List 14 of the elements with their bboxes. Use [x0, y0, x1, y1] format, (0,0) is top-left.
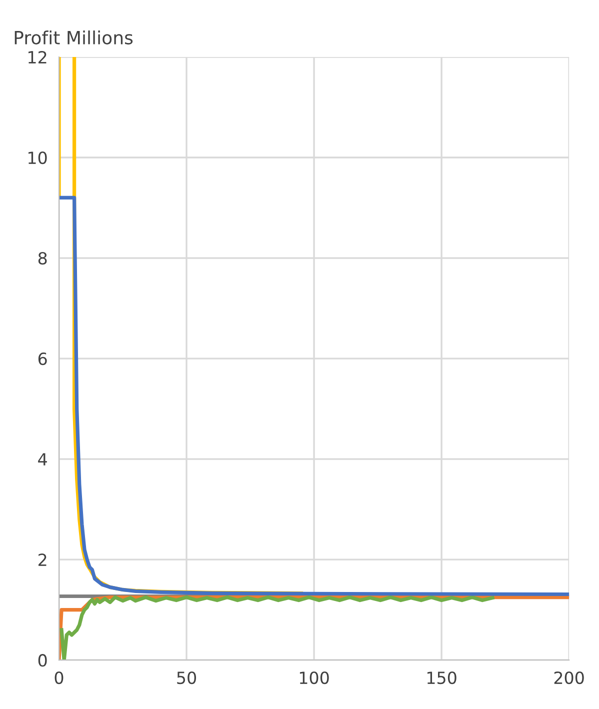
x-tick-label: 0 — [54, 671, 64, 684]
x-tick-label: 150 — [427, 671, 456, 684]
y-tick-label: 6 — [38, 352, 47, 366]
y-tick-label: 12 — [28, 50, 46, 64]
y-tick-label: 4 — [38, 453, 47, 466]
x-tick-label: 100 — [300, 671, 329, 684]
y-tick-label: 10 — [28, 151, 47, 164]
line-series — [59, 196, 570, 596]
y-axis-title: Profit Millions — [14, 30, 133, 44]
x-tick-label: 200 — [554, 671, 584, 684]
y-tick-label: 2 — [38, 554, 46, 566]
y-tick-label: 8 — [38, 252, 47, 265]
y-tick-label: 0 — [38, 654, 47, 667]
x-tick-label: 50 — [177, 671, 196, 684]
